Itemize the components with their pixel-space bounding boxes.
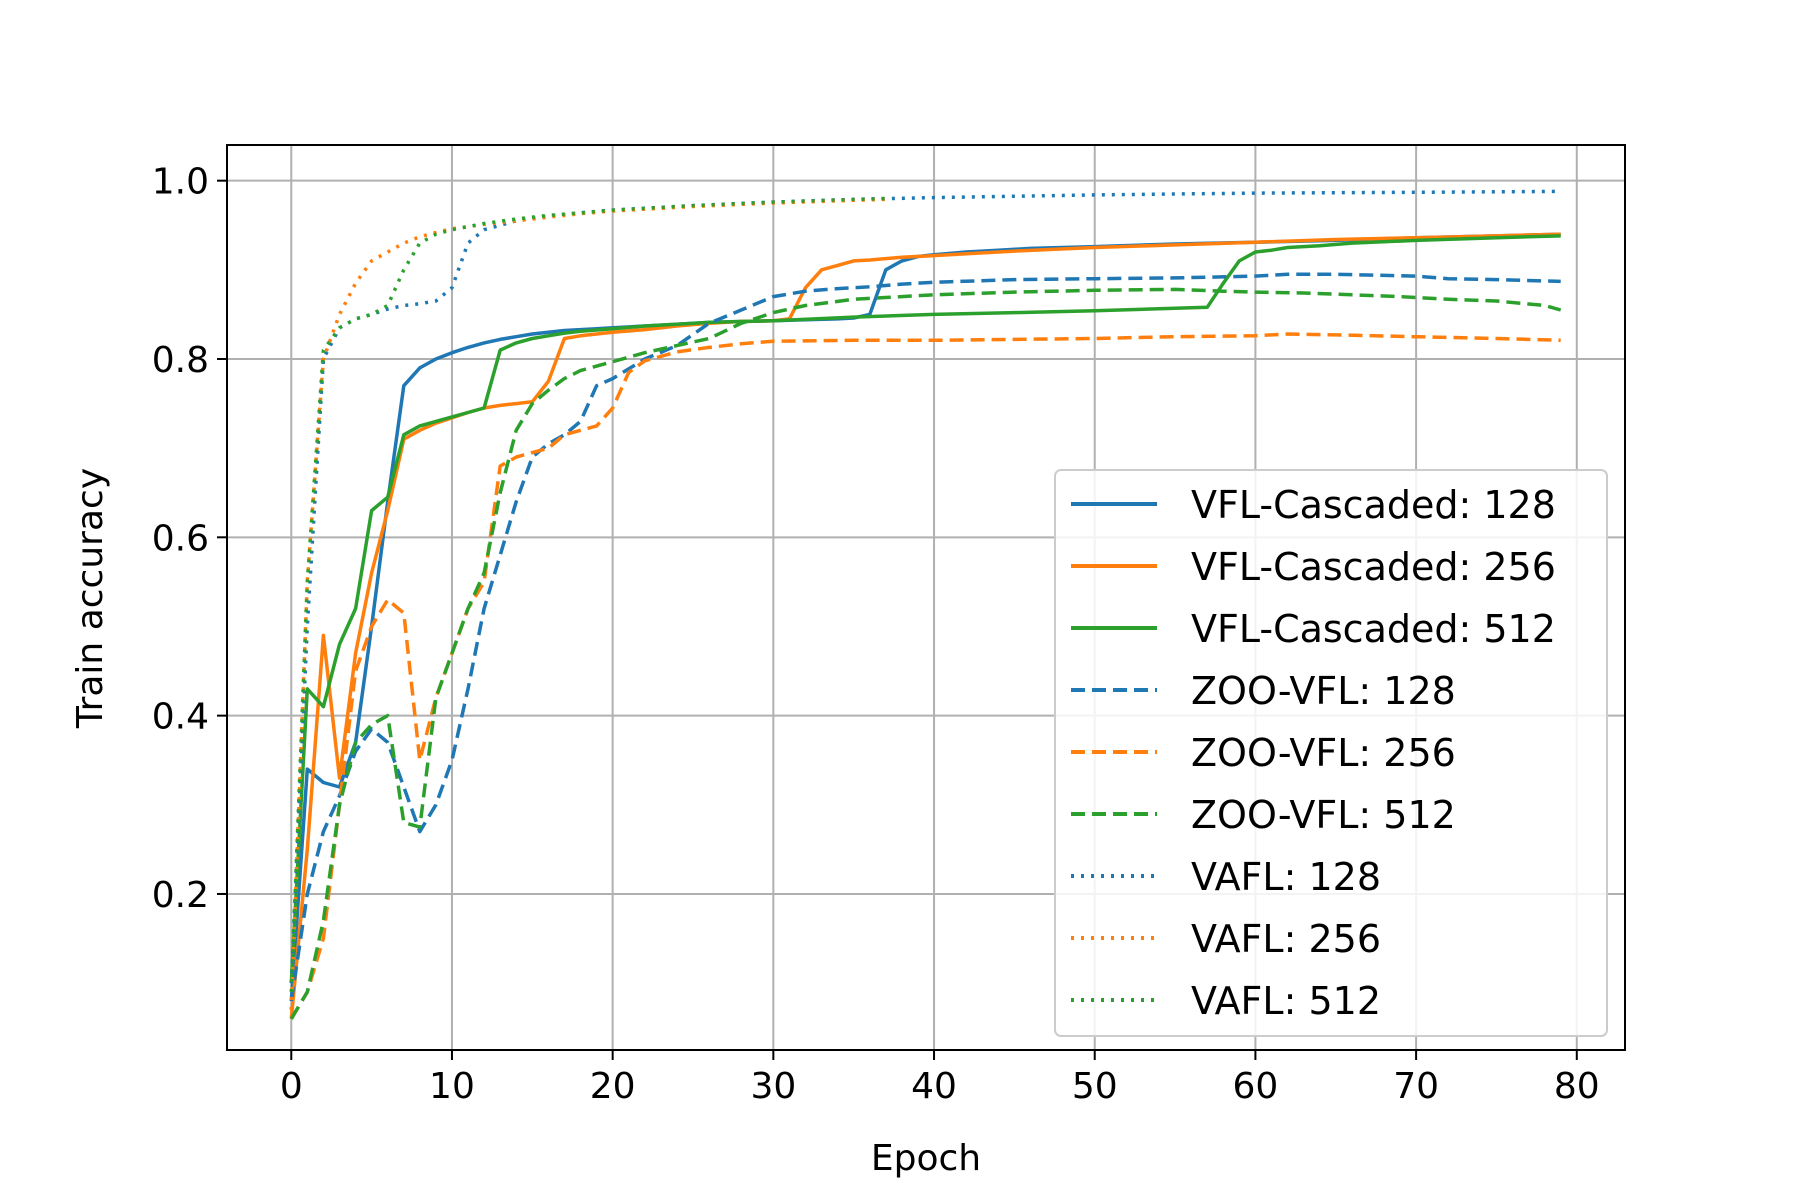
series-line-vfl-cascaded-512 — [289, 234, 1561, 984]
legend-label: VAFL: 256 — [1191, 917, 1381, 961]
y-axis-label: Train accuracy — [70, 468, 111, 729]
legend-box — [1054, 469, 1608, 1037]
series-line-zoo-vfl-128 — [289, 272, 1561, 1002]
axis-ticks: 0 10 20 30 40 50 60 70 80 0.2 0.4 0.6 0.8 1.0 — [152, 162, 1600, 1107]
legend-label: VAFL: 512 — [1191, 979, 1381, 1023]
x-tick-label: 30 — [750, 1066, 796, 1107]
series-line-zoo-vfl-256 — [289, 332, 1561, 1020]
x-tick-label: 0 — [280, 1066, 303, 1107]
y-tick-label: 0.4 — [152, 697, 209, 738]
legend-label: VAFL: 128 — [1191, 855, 1381, 899]
x-tick-label: 40 — [911, 1066, 957, 1107]
legend-label: VFL-Cascaded: 512 — [1191, 607, 1556, 651]
x-axis-label: Epoch — [871, 1138, 981, 1179]
series-line-vafl-512 — [289, 196, 886, 993]
legend-label: VFL-Cascaded: 256 — [1191, 545, 1556, 589]
x-tick-label: 80 — [1554, 1066, 1600, 1107]
plot-frame — [226, 144, 1626, 1051]
x-tick-label: 70 — [1393, 1066, 1439, 1107]
y-tick-label: 1.0 — [152, 162, 209, 203]
y-tick-label: 0.8 — [152, 340, 209, 381]
legend-label: ZOO-VFL: 512 — [1191, 793, 1456, 837]
y-tick-label: 0.2 — [152, 875, 209, 916]
plot-lines — [289, 189, 1562, 1020]
x-tick-label: 10 — [429, 1066, 475, 1107]
series-line-zoo-vfl-512 — [289, 287, 1562, 1020]
legend: VFL-Cascaded: 128 VFL-Cascaded: 256 VFL-Ca… — [1054, 469, 1608, 1037]
x-tick-label: 60 — [1233, 1066, 1279, 1107]
series-line-vafl-128 — [289, 189, 1561, 984]
x-tick-label: 50 — [1072, 1066, 1118, 1107]
legend-label: VFL-Cascaded: 128 — [1191, 483, 1556, 527]
legend-label: ZOO-VFL: 128 — [1191, 669, 1456, 713]
y-tick-label: 0.6 — [152, 518, 209, 559]
legend-label: ZOO-VFL: 256 — [1191, 731, 1456, 775]
x-tick-label: 20 — [590, 1066, 636, 1107]
